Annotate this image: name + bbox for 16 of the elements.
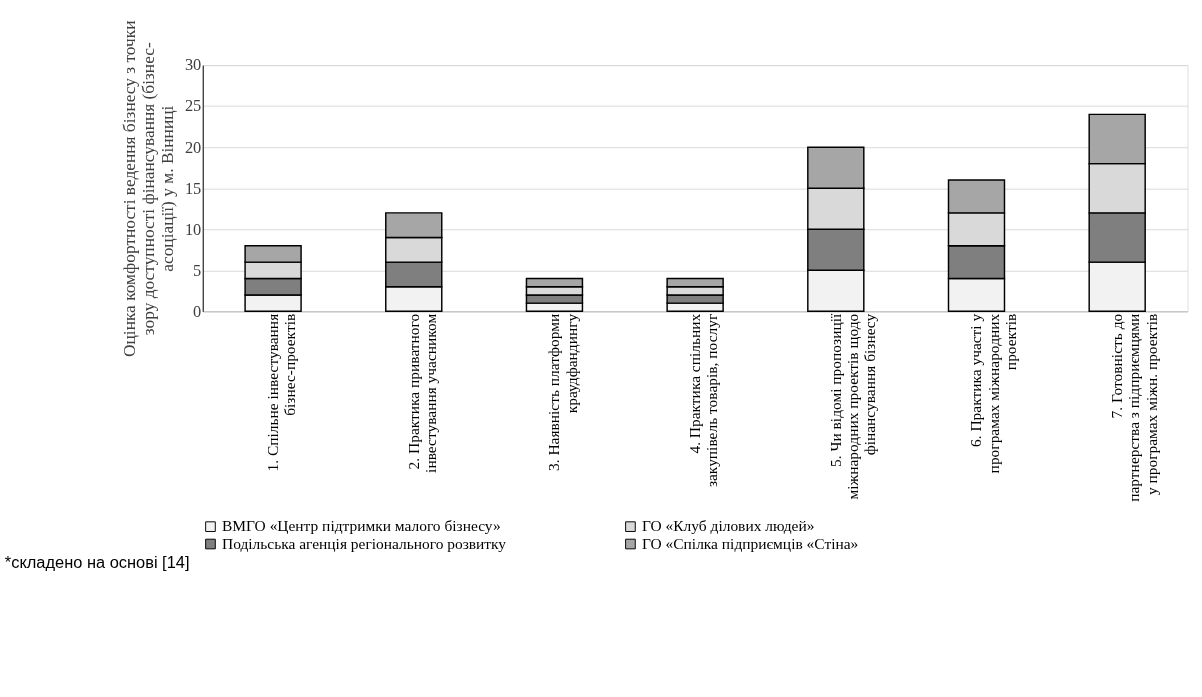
legend-label: ГО «Спілка підприємців «Стіна» <box>642 534 859 552</box>
x-tick-label: 6. Практика участі у програмах міжнародних проектів <box>967 313 1020 474</box>
text: *складено на основі [14] <box>4 553 190 572</box>
x-tick-label: 1. Спільне інвестування бізнес-проектів <box>263 313 299 472</box>
y-tick-label: 5 <box>193 260 202 280</box>
legend-label: ГО «Клуб ділових людей» <box>642 517 815 535</box>
y-tick-label: 0 <box>193 301 202 321</box>
y-tick-label: 20 <box>184 137 202 157</box>
y-tick-label: 15 <box>184 178 202 198</box>
x-tick-label: 3. Наявність платформи краудфандингу <box>545 313 580 472</box>
y-tick-label: 10 <box>184 219 202 239</box>
y-tick-label: 25 <box>184 96 202 116</box>
legend-label: ВМГО «Центр підтримки малого бізнесу» <box>222 517 501 535</box>
y-axis-title: Оцінка комфортності ведення бізнесу з точки зору доступності фінансування (бізнес-асоціації) у м. Вінниці <box>119 20 178 358</box>
y-tick-label: 30 <box>184 55 202 75</box>
legend-label: Подільська агенція регіонального розвитку <box>222 534 507 552</box>
